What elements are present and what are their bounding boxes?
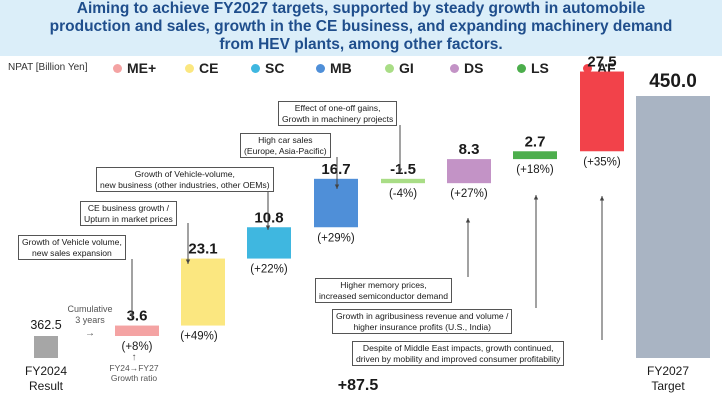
start-value-label: 362.5 — [30, 318, 61, 332]
legend-swatch — [583, 63, 592, 73]
growth-label-af: (+35%) — [583, 156, 621, 168]
arrow-gi-head — [397, 168, 403, 173]
start-axis-label-1: FY2024 — [25, 364, 67, 378]
arrow-ds-head — [465, 218, 471, 223]
legend-swatch — [450, 63, 459, 73]
callout-me-text: Growth of Vehicle volume, new sales expa… — [22, 237, 122, 258]
bar-me — [115, 325, 159, 336]
arrow-af-head — [599, 196, 605, 201]
callout-sc-text: Growth of Vehicle-volume, new business (… — [100, 169, 270, 190]
arrow-ls-head — [533, 195, 539, 200]
legend-swatch — [185, 63, 194, 73]
legend-swatch — [517, 63, 526, 73]
headline-line-3: from HEV plants, among other factors. — [219, 36, 503, 53]
callout-mb-text: High car sales (Europe, Asia-Pacific) — [244, 135, 327, 156]
cumulative-label-1: Cumulative — [67, 304, 112, 314]
end-value-label: 450.0 — [649, 71, 697, 92]
legend-swatch — [385, 63, 394, 73]
callout-ls: Growth in agribusiness revenue and volum… — [332, 309, 513, 334]
growth-ratio-label-2: Growth ratio — [111, 373, 158, 383]
callout-af: Despite of Middle East impacts, growth c… — [352, 341, 565, 366]
bar-sc — [247, 227, 291, 259]
value-label-gi: -1.5 — [390, 161, 416, 178]
growth-label-gi: (-4%) — [389, 188, 417, 200]
legend-label: MB — [330, 60, 352, 76]
headline-banner: Aiming to achieve FY2027 targets, suppor… — [0, 0, 722, 56]
unit-label: NPAT [Billion Yen] — [8, 62, 88, 73]
end-bar — [636, 96, 710, 358]
legend-item-me: ME+ — [113, 60, 156, 76]
headline-line-1: Aiming to achieve FY2027 targets, suppor… — [76, 0, 646, 17]
legend-item-ce: CE — [185, 60, 218, 76]
legend-label: ME+ — [127, 60, 157, 76]
legend-item-sc: SC — [251, 60, 284, 76]
legend-label: SC — [265, 60, 285, 76]
callout-gi-text: Effect of one-off gains, Growth in machi… — [282, 103, 394, 124]
growth-label-ce: (+49%) — [180, 331, 218, 343]
bar-ds — [447, 159, 491, 184]
headline-line-2: production and sales, growth in the CE b… — [49, 18, 673, 35]
end-axis-label-2: Target — [651, 379, 685, 393]
legend-item-gi: GI — [385, 60, 414, 76]
value-label-sc: 10.8 — [254, 209, 283, 226]
value-label-me: 3.6 — [127, 308, 148, 325]
bar-ce — [181, 258, 225, 326]
legend-item-mb: MB — [316, 60, 352, 76]
growth-label-ds: (+27%) — [450, 188, 488, 200]
callout-ce-text: CE business growth / Upturn in market pr… — [84, 203, 173, 224]
value-label-ds: 8.3 — [459, 141, 480, 158]
legend-item-ds: DS — [450, 60, 483, 76]
total-change-label: +87.5 — [338, 377, 379, 394]
legend-label: DS — [464, 60, 484, 76]
callout-ce: CE business growth / Upturn in market pr… — [80, 201, 177, 226]
arrow-sc-head — [265, 225, 271, 230]
growth-label-me: (+8%) — [122, 341, 153, 353]
cumulative-arrow-icon: → — [85, 328, 95, 339]
growth-label-mb: (+29%) — [317, 232, 355, 244]
bar-gi — [381, 178, 425, 184]
legend-label: LS — [531, 60, 549, 76]
legend-label: GI — [399, 60, 414, 76]
bar-af — [580, 71, 624, 152]
legend-item-ls: LS — [517, 60, 549, 76]
start-axis-label-2: Result — [29, 379, 64, 393]
value-label-ce: 23.1 — [188, 241, 217, 258]
arrow-mb-head — [334, 184, 340, 189]
legend-swatch — [316, 63, 325, 73]
callout-mb: High car sales (Europe, Asia-Pacific) — [240, 133, 331, 158]
callout-gi: Effect of one-off gains, Growth in machi… — [278, 101, 398, 126]
legend-swatch — [251, 63, 260, 73]
growth-ratio-label-1: FY24→FY27 — [109, 363, 158, 373]
callout-ds-text: Higher memory prices, increased semicond… — [319, 280, 448, 301]
value-label-af: 27.5 — [587, 54, 616, 71]
cumulative-label-2: 3 years — [75, 315, 105, 325]
end-axis-label-1: FY2027 — [647, 364, 689, 378]
growth-label-sc: (+22%) — [250, 264, 288, 276]
arrow-me-head — [129, 313, 135, 318]
legend-swatch — [113, 63, 122, 73]
callout-me: Growth of Vehicle volume, new sales expa… — [18, 235, 126, 260]
callout-ds: Higher memory prices, increased semicond… — [315, 278, 452, 303]
growth-label-ls: (+18%) — [516, 164, 554, 176]
legend-label: CE — [199, 60, 219, 76]
value-label-mb: 16.7 — [321, 161, 350, 178]
callout-sc: Growth of Vehicle-volume, new business (… — [96, 167, 274, 192]
callout-af-text: Despite of Middle East impacts, growth c… — [356, 343, 561, 364]
bar-ls — [513, 151, 557, 160]
callout-ls-text: Growth in agribusiness revenue and volum… — [336, 311, 509, 332]
start-bar — [34, 336, 58, 358]
arrow-ce-head — [185, 259, 191, 264]
value-label-ls: 2.7 — [525, 133, 546, 150]
growth-ratio-arrow-icon: ↑ — [132, 352, 137, 363]
